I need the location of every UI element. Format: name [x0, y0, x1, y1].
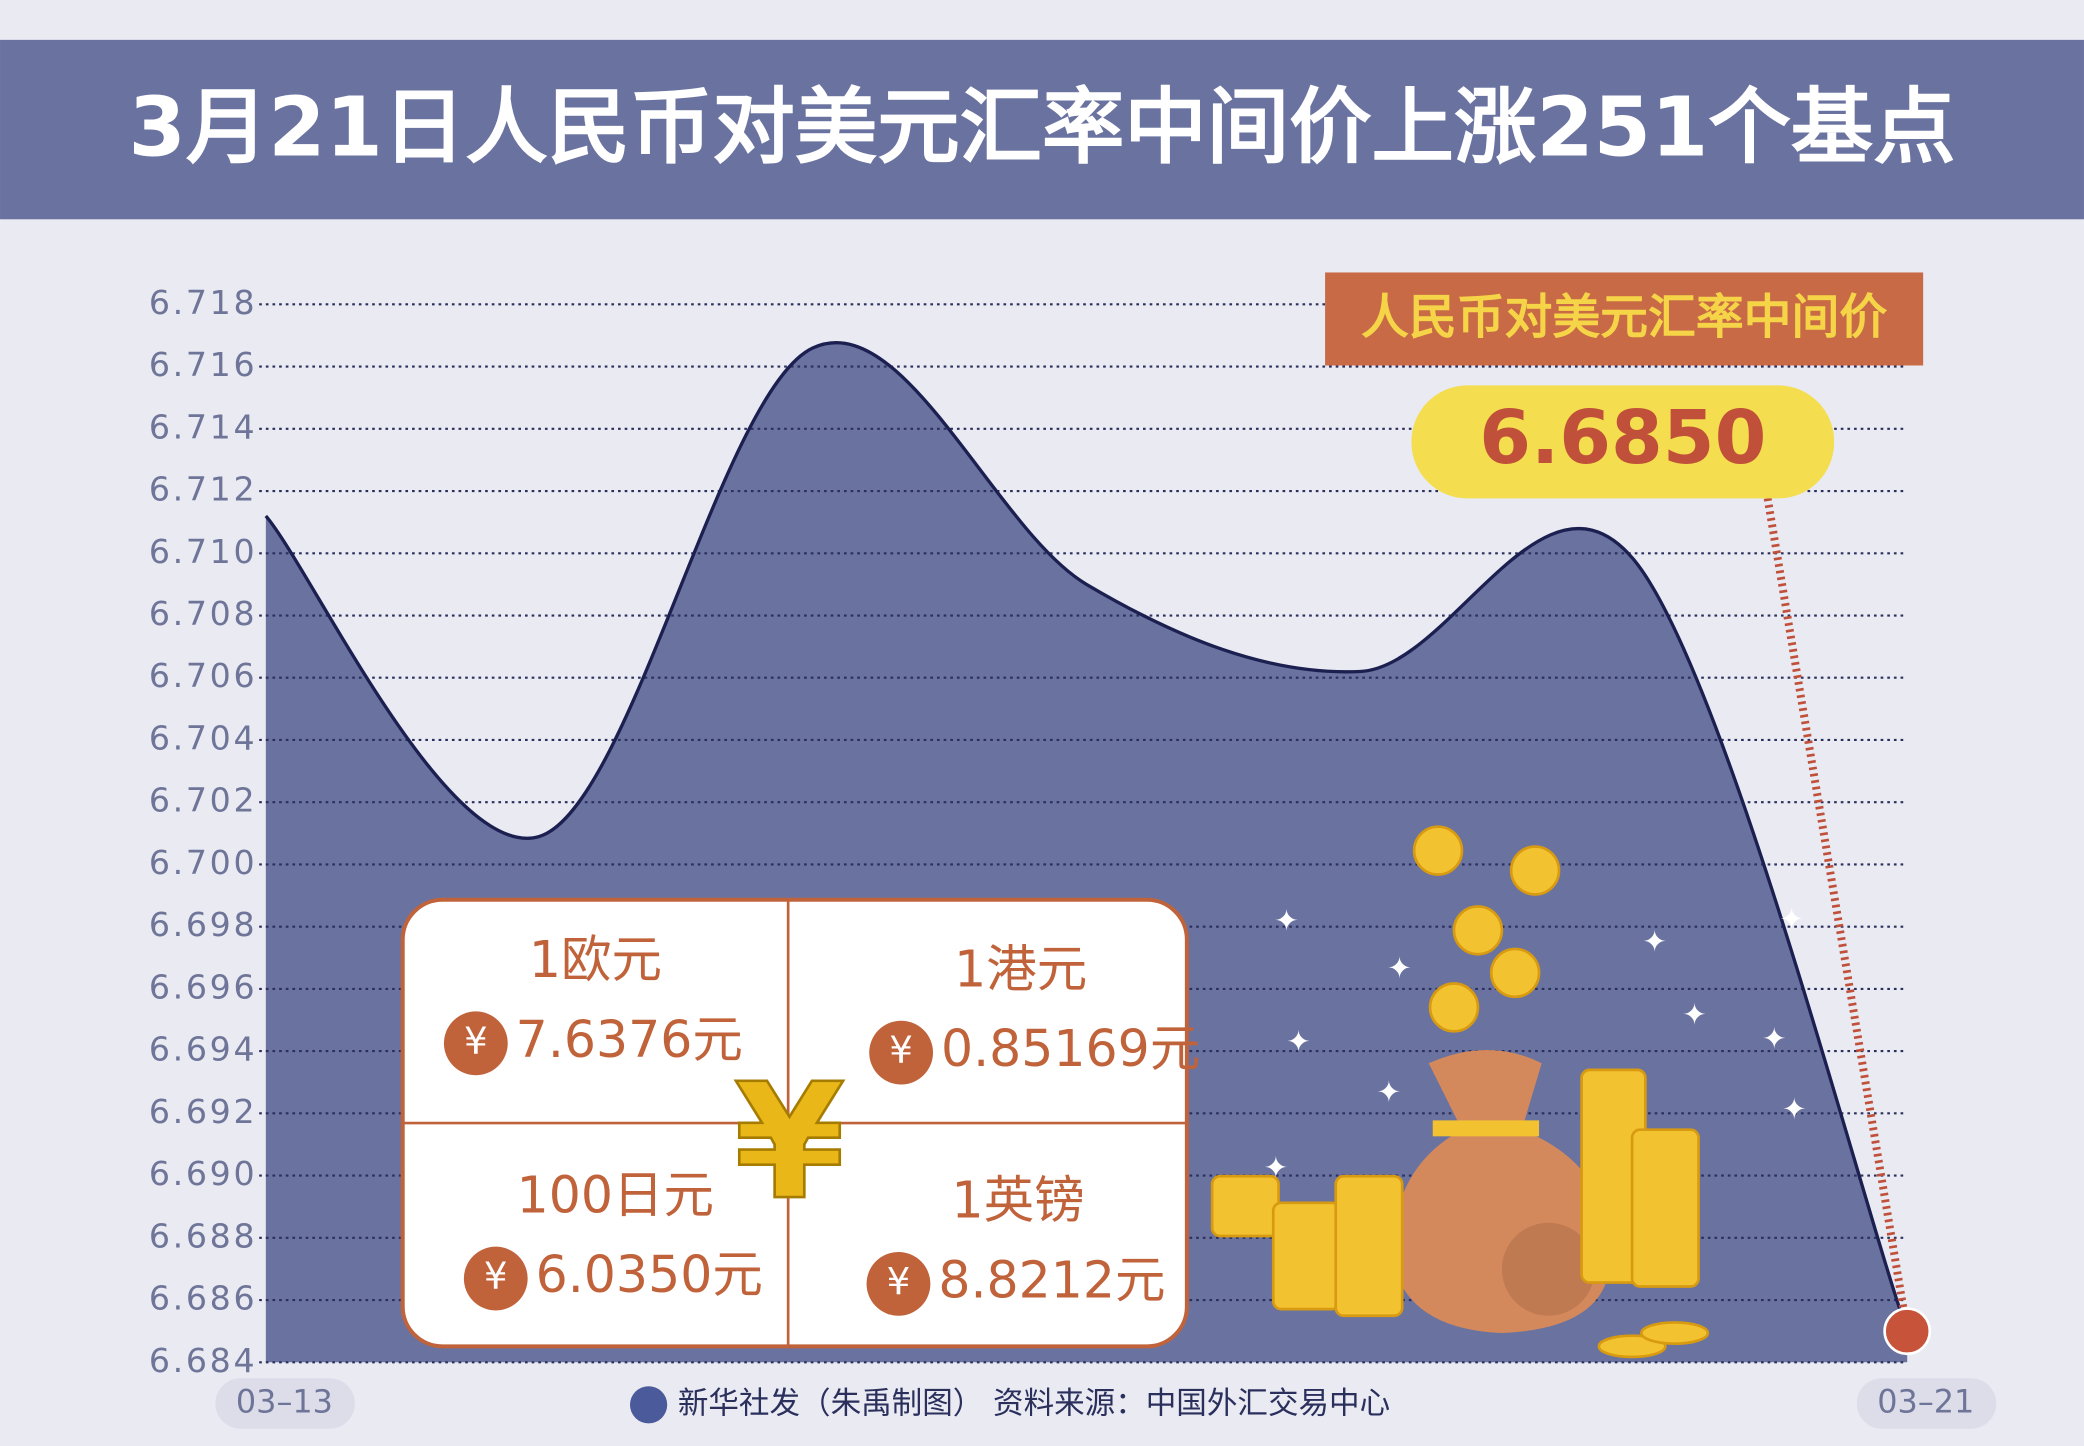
y-tick-label: 6.708: [149, 594, 257, 633]
svg-text:✦: ✦: [1782, 1092, 1806, 1126]
xinhua-logo: [629, 1386, 668, 1424]
yuan-symbol: ¥: [484, 1254, 508, 1298]
y-tick-label: 6.710: [149, 532, 257, 571]
leader-line: [1763, 497, 1912, 1332]
y-tick-label: 6.688: [149, 1216, 257, 1255]
rate-value: 6.0350元: [536, 1245, 763, 1304]
svg-text:✦: ✦: [1779, 902, 1803, 936]
x-tick-label: 03–21: [1877, 1382, 1974, 1420]
rate-value: 0.85169元: [941, 1019, 1200, 1078]
footer: 新华社发（朱禹制图） 资料来源：中国外汇交易中心: [678, 1386, 1390, 1421]
svg-text:✦: ✦: [1762, 1022, 1786, 1056]
x-label-pill: [1856, 1378, 1997, 1429]
yuan-symbol: ¥: [887, 1259, 911, 1303]
yuan-symbol: ¥: [464, 1019, 488, 1063]
y-tick-label: 6.698: [149, 905, 257, 944]
yuan-icon: ¥: [734, 1049, 845, 1235]
chart-title: 3月21日人民币对美元汇率中间价上涨251个基点: [128, 80, 1955, 175]
yuan-badge: [866, 1251, 931, 1316]
y-tick-label: 6.714: [149, 407, 257, 446]
x-label-pill: [215, 1378, 355, 1429]
bag-shade: [1501, 1222, 1595, 1316]
line: [264, 341, 1909, 1332]
svg-text:✦: ✦: [1377, 1075, 1401, 1109]
value-label: 6.6850: [1479, 394, 1766, 481]
y-tick-label: 6.686: [149, 1279, 257, 1318]
svg-text:✦: ✦: [1274, 903, 1298, 937]
svg-text:✦: ✦: [1387, 951, 1411, 985]
y-tick-label: 6.690: [149, 1154, 257, 1193]
y-tick-label: 6.712: [149, 470, 257, 509]
yuan-badge: [463, 1246, 528, 1311]
value-bubble: [1411, 385, 1835, 499]
svg-text:✦: ✦: [1642, 925, 1666, 959]
y-tick-label: 6.716: [149, 345, 257, 384]
legend-label: 人民币对美元汇率中间价: [1361, 290, 1887, 345]
currency: 1港元: [954, 939, 1087, 998]
currency: 1英镑: [952, 1171, 1085, 1230]
end-point: [1883, 1307, 1932, 1356]
currency: 1欧元: [529, 930, 662, 989]
svg-text:✦: ✦: [1682, 998, 1706, 1032]
y-tick-label: 6.700: [149, 843, 257, 882]
y-tick-label: 6.702: [149, 781, 257, 820]
y-tick-label: 6.694: [149, 1030, 257, 1069]
coin-stacks: [1210, 825, 1710, 1359]
svg-text:✦: ✦: [1264, 1151, 1288, 1185]
sparkles: ✦ ✦ ✦ ✦ ✦ ✦ ✦ ✦ ✦ ✦: [1264, 902, 1807, 1185]
currency: 100日元: [517, 1165, 714, 1224]
rate-value: 7.6376元: [516, 1010, 743, 1069]
yuan-badge: [869, 1020, 934, 1085]
y-tick-label: 6.692: [149, 1092, 257, 1131]
header-band: [0, 39, 2084, 220]
decoration: ¥ ✦ ✦ ✦ ✦ ✦ ✦ ✦ ✦ ✦ ✦: [400, 825, 1807, 1424]
y-tick-label: 6.704: [149, 718, 257, 757]
x-tick-label: 03–13: [236, 1382, 333, 1420]
y-tick-label: 6.696: [149, 967, 257, 1006]
yuan-symbol: ¥: [889, 1028, 913, 1072]
y-tick-label: 6.718: [149, 283, 257, 322]
svg-text:✦: ✦: [1286, 1024, 1310, 1058]
y-tick-label: 6.706: [149, 656, 257, 695]
yuan-badge: [443, 1011, 508, 1076]
legend-box: [1325, 272, 1924, 366]
y-tick-label: 6.684: [149, 1341, 257, 1380]
rate-value: 8.8212元: [938, 1250, 1165, 1309]
bag-tie: [1432, 1120, 1540, 1137]
